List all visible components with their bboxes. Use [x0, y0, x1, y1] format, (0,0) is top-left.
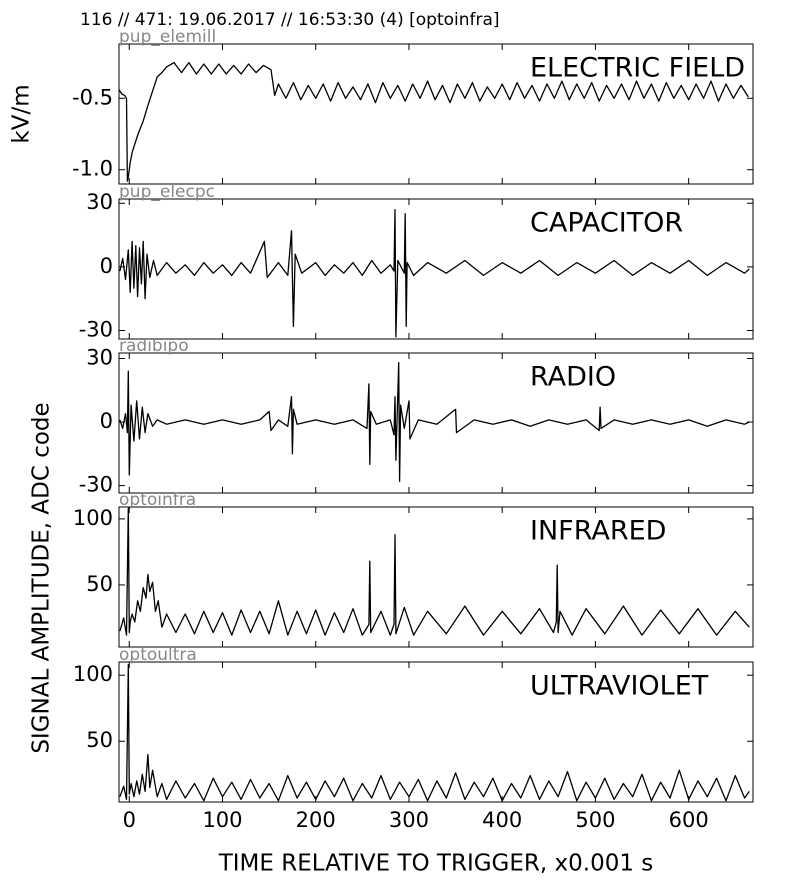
signal-line	[119, 663, 750, 802]
y-tick-label: -30	[79, 318, 113, 342]
panel-title: ULTRAVIOLET	[530, 671, 709, 702]
y-axis-label: kV/m	[9, 84, 35, 143]
x-tick-label: 0	[123, 808, 136, 832]
y-tick-label: 50	[86, 572, 113, 596]
panel-title: ELECTRIC FIELD	[530, 53, 745, 84]
y-tick-label: 100	[73, 506, 113, 530]
panel-source-label: radibipo	[119, 336, 189, 356]
y-tick-label: -1.0	[72, 157, 113, 181]
panel-frame	[118, 198, 754, 340]
y-tick-label: 100	[73, 662, 113, 686]
x-tick-label: 600	[669, 808, 709, 832]
panel: pup_elemill ELECTRIC FIELD kV/m -0.5 -1.0	[9, 27, 754, 185]
y-axis-label: SIGNAL AMPLITUDE, ADC code	[29, 402, 55, 753]
panel-source-label: pup_elecpc	[119, 182, 215, 202]
y-tick-label: 0	[100, 254, 113, 278]
y-tick-label: 0	[100, 409, 113, 433]
panel-source-label: optoultra	[119, 645, 197, 665]
y-tick-label: 30	[86, 190, 113, 214]
x-tick-label: 300	[389, 808, 429, 832]
signal-line	[119, 507, 750, 636]
x-axis-label: TIME RELATIVE TO TRIGGER, x0.001 s	[218, 851, 654, 877]
panel: optoinfra INFRARED 100 50	[73, 490, 754, 648]
panel-title: CAPACITOR	[530, 208, 683, 239]
x-tick-label: 200	[296, 808, 336, 832]
panel: pup_elecpc CAPACITOR 30 0 -30	[79, 182, 754, 342]
signal-line	[119, 208, 750, 338]
panel: radibipo RADIO 30 0 -30	[79, 336, 754, 497]
panel-frame	[118, 506, 754, 648]
panel-source-label: optoinfra	[119, 490, 196, 510]
signal-line	[119, 362, 750, 483]
x-tick-label: 400	[482, 808, 522, 832]
x-tick-label: 500	[575, 808, 615, 832]
x-tick-label: 100	[202, 808, 242, 832]
y-tick-label: 50	[86, 728, 113, 752]
figure-title: 116 // 471: 19.06.2017 // 16:53:30 (4) […	[80, 10, 500, 30]
panel-source-label: pup_elemill	[119, 27, 216, 47]
y-tick-label: -30	[79, 473, 113, 497]
y-tick-label: -0.5	[72, 85, 113, 109]
y-tick-label: 30	[86, 346, 113, 370]
panel-frame	[118, 352, 754, 494]
panel-title: RADIO	[530, 362, 616, 393]
panel-frame	[118, 661, 754, 803]
signal-line	[119, 61, 749, 182]
panel-title: INFRARED	[530, 516, 666, 547]
panel-frame	[118, 43, 754, 185]
